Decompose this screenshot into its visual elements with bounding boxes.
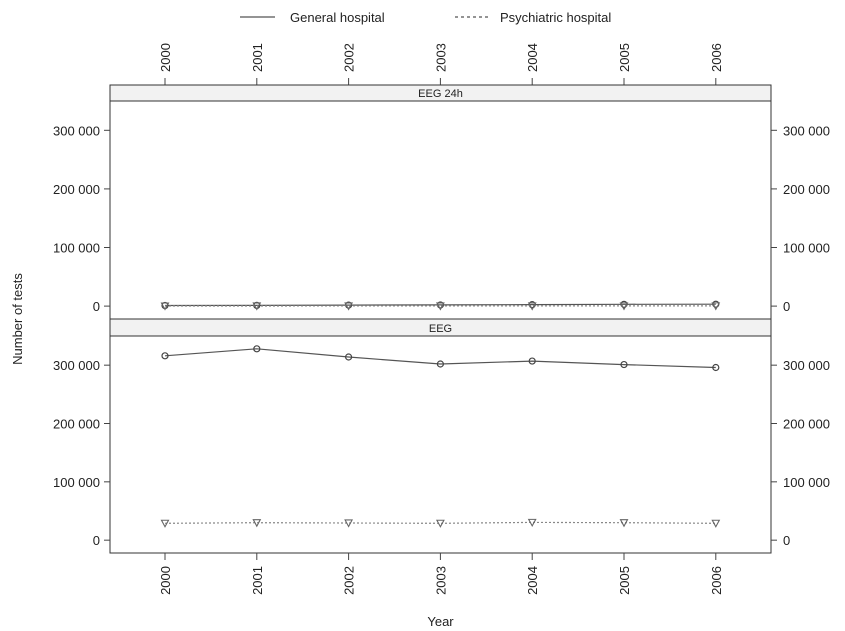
legend-item: Psychiatric hospital — [455, 10, 611, 25]
data-point — [712, 363, 720, 372]
bottom-x-axis: 2000 2001 2002 2003 2004 2005 2006 — [158, 553, 724, 595]
right-y-tick-label: 100 000 — [783, 475, 830, 490]
data-point — [619, 302, 629, 311]
data-point — [252, 302, 262, 311]
left-y-axis: 0 100 000 200 000 300 000 0 100 000 200 000 300… — [53, 123, 110, 548]
panel-strip-label: EEG 24h — [418, 88, 463, 100]
series-line — [164, 303, 716, 307]
data-point — [252, 519, 262, 528]
data-point — [619, 519, 629, 528]
bottom-x-tick-label: 2004 — [525, 566, 540, 595]
data-point — [620, 360, 628, 369]
data-point — [527, 518, 537, 528]
right-y-tick-label: 200 000 — [783, 417, 830, 432]
data-point — [344, 302, 354, 311]
data-point — [435, 302, 445, 311]
data-point — [160, 302, 170, 311]
data-point — [711, 302, 721, 311]
right-y-tick-label: 200 000 — [783, 182, 830, 197]
legend-label: General hospital — [290, 10, 385, 25]
right-y-tick-label: 0 — [783, 299, 790, 314]
left-y-tick-label: 0 — [93, 533, 100, 548]
data-point — [253, 345, 261, 353]
left-y-tick-label: 300 000 — [53, 358, 100, 373]
data-point — [711, 519, 721, 528]
bottom-x-tick-label: 2003 — [433, 566, 448, 595]
right-y-tick-label: 300 000 — [783, 358, 830, 373]
top-x-tick-label: 2006 — [709, 43, 724, 72]
series-line — [164, 348, 716, 369]
panel-frame — [109, 100, 772, 320]
y-axis-title: Number of tests — [10, 273, 25, 365]
data-point — [345, 353, 353, 361]
data-point — [161, 352, 169, 360]
data-point — [435, 519, 445, 528]
bottom-x-tick-label: 2001 — [250, 566, 265, 595]
left-y-tick-label: 200 000 — [53, 182, 100, 197]
top-x-tick-label: 2002 — [342, 43, 357, 72]
data-point — [527, 302, 537, 311]
top-x-tick-label: 2000 — [158, 43, 173, 72]
top-x-tick-label: 2003 — [433, 43, 448, 72]
data-point — [344, 519, 354, 528]
data-point — [528, 357, 536, 365]
right-y-axis: 0 100 000 200 000 300 000 0 100 000 200 000 300… — [771, 123, 830, 548]
data-point — [160, 519, 170, 528]
left-y-tick-label: 100 000 — [53, 475, 100, 490]
legend-item: General hospital — [240, 10, 385, 25]
right-y-tick-label: 100 000 — [783, 241, 830, 256]
top-x-tick-label: 2005 — [617, 43, 632, 72]
data-point — [345, 301, 353, 309]
top-x-axis: 2000 2001 2002 2003 2004 2005 2006 — [158, 43, 724, 85]
left-y-tick-label: 100 000 — [53, 241, 100, 256]
top-x-tick-label: 2004 — [525, 43, 540, 72]
right-y-tick-label: 0 — [783, 533, 790, 548]
left-y-tick-label: 0 — [93, 299, 100, 314]
panels: EEG 24h EEG — [109, 84, 772, 554]
x-axis-title: Year — [427, 614, 454, 629]
panel: EEG 24h — [109, 84, 772, 320]
data-point — [436, 360, 444, 368]
bottom-x-tick-label: 2006 — [709, 566, 724, 595]
bottom-x-tick-label: 2005 — [617, 566, 632, 595]
series-line — [164, 521, 716, 524]
left-y-tick-label: 300 000 — [53, 123, 100, 138]
right-y-tick-label: 300 000 — [783, 123, 830, 138]
top-x-tick-label: 2001 — [250, 43, 265, 72]
legend: General hospital Psychiatric hospital — [240, 10, 611, 25]
panel-strip-label: EEG — [429, 323, 452, 335]
bottom-x-tick-label: 2000 — [158, 566, 173, 595]
panel: EEG — [109, 318, 772, 554]
bottom-x-tick-label: 2002 — [342, 566, 357, 595]
legend-label: Psychiatric hospital — [500, 10, 611, 25]
left-y-tick-label: 200 000 — [53, 417, 100, 432]
